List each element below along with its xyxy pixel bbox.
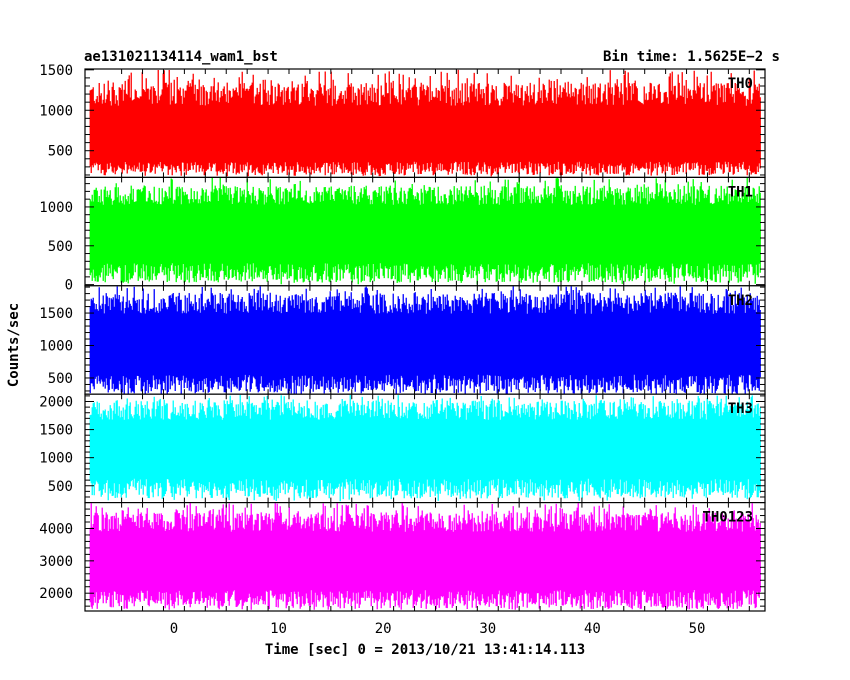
x-tick-label: 30 (479, 621, 496, 637)
panel-th2: 500 1000 1500 TH2 (39, 285, 766, 395)
series-th0 (89, 69, 761, 177)
y-tick-label: 1000 (39, 103, 73, 119)
panel-label: TH3 (728, 401, 753, 417)
series-th3 (89, 394, 761, 502)
y-tick-label: 500 (48, 239, 73, 255)
y-tick-label: 500 (48, 479, 73, 495)
panel-th0: 500 1000 1500 TH0 (39, 63, 766, 179)
y-tick-label: 1000 (39, 200, 73, 216)
y-tick-label: 1500 (39, 423, 73, 439)
panel-stack: 50010001500TH005001000TH150010001500TH25… (39, 63, 766, 612)
y-tick-label: 500 (48, 371, 73, 387)
panel-label: TH0123 (702, 510, 753, 526)
panel-label: TH0 (728, 76, 753, 92)
panel-frame (84, 502, 766, 612)
x-tick-label: 40 (584, 621, 601, 637)
x-axis-label: Time [sec] 0 = 2013/10/21 13:41:14.113 (265, 642, 585, 658)
y-tick-label: 1000 (39, 339, 73, 355)
y-tick-label: 1500 (39, 306, 73, 322)
y-tick-label: 1500 (39, 63, 73, 79)
panel-th1: 0 500 1000 TH1 (39, 176, 766, 294)
panel-th0123: 2000 3000 4000 TH0123 (39, 502, 766, 612)
series-th0123 (89, 503, 761, 610)
panel-label: TH2 (728, 293, 753, 309)
y-tick-label: 3000 (39, 554, 73, 570)
x-tick-label: 10 (270, 621, 287, 637)
y-tick-label: 2000 (39, 395, 73, 411)
y-tick-label: 0 (65, 278, 73, 294)
x-axis: 0 10 20 30 40 50 (170, 621, 706, 637)
chart-title-left: ae131021134114_wam1_bst (84, 49, 278, 65)
x-tick-label: 0 (170, 621, 178, 637)
x-tick-label: 50 (689, 621, 706, 637)
y-axis-label: Counts/sec (6, 303, 22, 387)
y-tick-label: 1000 (39, 451, 73, 467)
y-tick-label: 2000 (39, 586, 73, 602)
y-tick-label: 500 (48, 144, 73, 160)
x-tick-label: 20 (375, 621, 392, 637)
y-tick-label: 4000 (39, 521, 73, 537)
series-th1 (89, 177, 761, 285)
series-th2 (89, 286, 761, 394)
chart-title-right: Bin time: 1.5625E−2 s (603, 49, 780, 65)
panel-th3: 500 1000 1500 2000 TH3 (39, 393, 766, 504)
panel-label: TH1 (728, 184, 753, 200)
